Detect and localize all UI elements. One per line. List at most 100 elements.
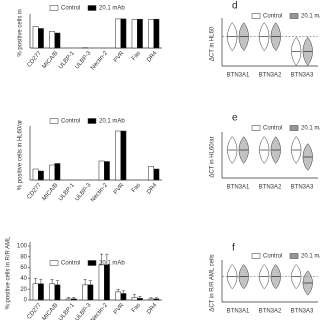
bar [120, 18, 127, 49]
bar [115, 291, 122, 301]
legend-label: 20.1 mAb [301, 254, 320, 260]
error-bar [88, 280, 92, 285]
legend-label: 20.1 mAb [99, 119, 125, 125]
bar [38, 28, 44, 49]
x-tick-label: CD277 [26, 302, 43, 320]
bar [32, 283, 39, 301]
x-tick-label: BTN3A1 [227, 73, 250, 79]
y-tick-label: 100 [17, 244, 28, 250]
bar [49, 283, 56, 301]
x-tick-label: ULBP-1 [58, 182, 77, 202]
y-tick-label: 20 [20, 287, 27, 293]
bar [115, 130, 122, 181]
bar [82, 284, 89, 301]
bar [120, 130, 127, 181]
bar [137, 18, 143, 49]
x-tick-label: Fas [131, 302, 142, 314]
x-tick-label: PVR [113, 182, 126, 196]
bar [32, 168, 39, 181]
x-tick-label: MICA/B [42, 50, 60, 70]
x-tick-label: BTN3A3 [291, 185, 314, 191]
legend-swatch [251, 13, 261, 19]
legend-swatch [49, 118, 59, 124]
error-bar [138, 295, 142, 299]
bar [98, 264, 105, 301]
bar [49, 31, 56, 49]
legend-swatch [289, 13, 299, 19]
y-tick-label: 80 [20, 254, 27, 260]
legend-label: 20.1 mAb [99, 6, 125, 12]
error-bar [50, 279, 54, 284]
legend-label: Control [263, 254, 282, 260]
x-tick-label: ULBP-1 [58, 50, 77, 70]
bar [38, 170, 44, 181]
legend-swatch [49, 260, 59, 266]
error-bar [116, 288, 120, 292]
y-tick-label: 60 [20, 265, 27, 271]
y-axis-label: % positive cells in [18, 9, 24, 56]
error-bar [39, 279, 43, 284]
error-bar [121, 290, 125, 294]
bar [115, 18, 122, 49]
legend-swatch [251, 253, 261, 259]
panel-label: f [232, 243, 235, 254]
bar [54, 32, 61, 49]
error-bar [83, 279, 87, 285]
bar [104, 264, 110, 301]
error-bar [133, 294, 137, 298]
x-tick-label: PVR [113, 302, 126, 316]
x-tick-label: ULBP-1 [58, 302, 77, 320]
x-tick-label: BTN3A1 [227, 309, 250, 315]
bar [49, 164, 56, 181]
bar [148, 298, 155, 301]
bar [104, 161, 110, 181]
panel-label: e [232, 113, 238, 124]
x-tick-label: BTN3A2 [259, 73, 282, 79]
x-tick-label: MICA/B [42, 182, 60, 202]
x-tick-label: BTN3A2 [259, 185, 282, 191]
legend-swatch [289, 253, 299, 259]
legend-label: Control [263, 126, 282, 132]
y-tick-label: 40 [20, 276, 27, 282]
error-bar [67, 297, 71, 299]
legend-label: 20.1 mAb [301, 14, 320, 20]
x-tick-label: DR4 [146, 182, 159, 196]
error-bar [100, 253, 104, 265]
y-axis-label: ΔCT in HL60 [210, 26, 216, 61]
legend-swatch [87, 5, 97, 11]
x-tick-label: BTN3A1 [227, 185, 250, 191]
bar [153, 18, 160, 49]
legend-label: Control [61, 119, 80, 125]
error-bar [55, 280, 59, 285]
legend-swatch [251, 125, 261, 131]
x-tick-label: Nectin-2 [90, 50, 109, 71]
bar [98, 160, 105, 181]
legend-label: Control [61, 261, 80, 267]
y-axis-label: % positive cells in HL60/ar [18, 120, 24, 190]
x-tick-label: Fas [131, 182, 142, 194]
x-tick-label: MICA/B [42, 302, 60, 320]
x-tick-label: Nectin-2 [90, 182, 109, 203]
x-tick-label: ULBP-3 [74, 302, 93, 320]
x-tick-label: Fas [131, 50, 142, 62]
bar [38, 283, 44, 301]
legend-swatch [87, 118, 97, 124]
bar [32, 26, 39, 49]
bar [54, 284, 61, 301]
x-tick-label: DR4 [146, 302, 159, 316]
x-tick-label: BTN3A3 [291, 309, 314, 315]
bar [120, 293, 127, 301]
bar [87, 284, 94, 301]
y-axis-label: ΔCT in R/R AML cells [210, 254, 216, 311]
error-bar [149, 297, 153, 299]
error-bar [105, 253, 109, 265]
panel-label: d [232, 1, 238, 12]
y-axis-label: % positive cells in R/R AML [6, 236, 12, 310]
x-tick-label: Nectin-2 [90, 302, 109, 320]
x-tick-label: BTN3A2 [259, 309, 282, 315]
legend-swatch [289, 125, 299, 131]
legend-label: 20.1 mAb [301, 126, 320, 132]
bar [71, 298, 77, 301]
legend-swatch [87, 260, 97, 266]
